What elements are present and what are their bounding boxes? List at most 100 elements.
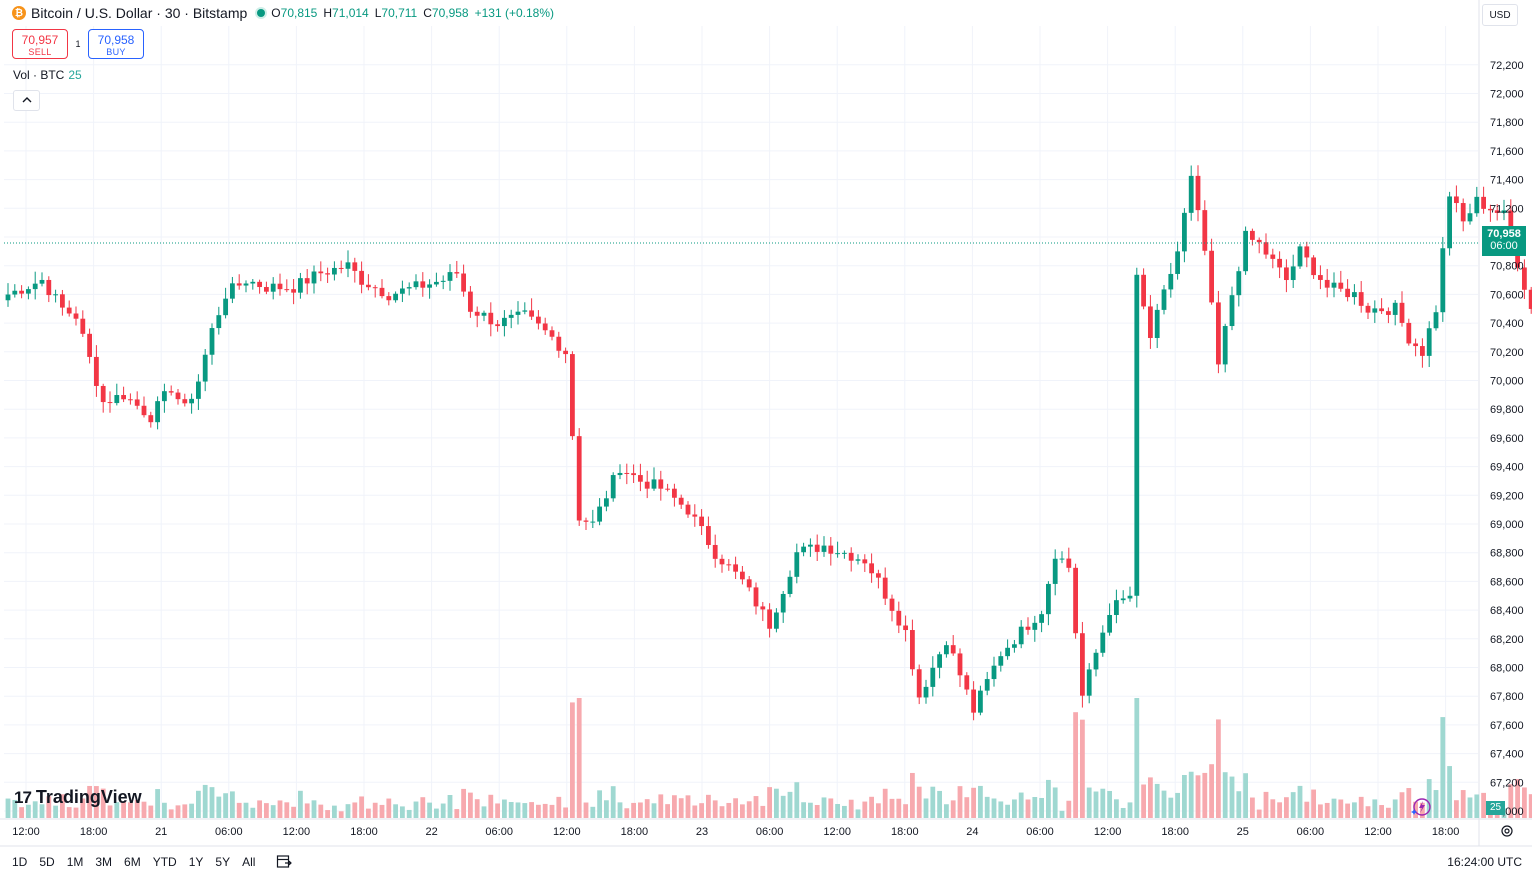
volume-bar xyxy=(808,802,813,818)
volume-bar xyxy=(821,797,827,818)
price-tick-label: 69,800 xyxy=(1490,404,1524,416)
volume-bar xyxy=(114,802,120,818)
candle-body xyxy=(1447,196,1452,249)
symbol-title[interactable]: Bitcoin / U.S. Dollar · 30 · Bitstamp xyxy=(31,5,248,21)
range-6m[interactable]: 6M xyxy=(124,855,141,869)
candle-body xyxy=(896,610,902,626)
candle-body xyxy=(1066,558,1072,568)
volume-bar xyxy=(957,786,963,818)
time-tick-label: 18:00 xyxy=(621,826,649,838)
utc-clock[interactable]: 16:24:00 UTC xyxy=(1447,855,1522,869)
candle-body xyxy=(651,479,657,489)
candle-body xyxy=(984,679,990,691)
range-1y[interactable]: 1Y xyxy=(188,855,204,869)
volume-bar xyxy=(604,800,609,818)
candle-body xyxy=(325,273,330,275)
price-tick-label: 70,600 xyxy=(1490,289,1524,301)
range-1d[interactable]: 1D xyxy=(12,855,28,869)
volume-bar xyxy=(726,802,732,818)
range-all[interactable]: All xyxy=(242,855,256,869)
volume-bar xyxy=(461,788,466,818)
volume-bar xyxy=(1440,717,1446,818)
candle-body xyxy=(1426,328,1432,356)
volume-bar xyxy=(1290,792,1296,818)
collapse-legend-button[interactable] xyxy=(13,90,40,111)
volume-bar xyxy=(842,805,847,818)
time-tick-label: 24 xyxy=(966,826,978,838)
candle-body xyxy=(1324,279,1330,288)
volume-bar xyxy=(1345,803,1350,818)
volume-bar xyxy=(699,803,704,818)
volume-bar xyxy=(719,806,725,818)
candle-body xyxy=(780,593,786,613)
candle-body xyxy=(304,278,310,284)
buy-button[interactable]: 70,958 BUY xyxy=(88,29,144,59)
candle-body xyxy=(270,283,276,292)
currency-selector[interactable]: USD xyxy=(1482,4,1518,26)
tradingview-logo[interactable]: 17 TradingView xyxy=(14,787,142,808)
volume-bar xyxy=(1481,792,1486,818)
candle-body xyxy=(488,312,494,325)
candle-body xyxy=(991,665,997,680)
candle-body xyxy=(916,669,922,698)
volume-bar xyxy=(53,805,58,818)
volume-bar xyxy=(1460,790,1466,818)
range-5y[interactable]: 5Y xyxy=(215,855,231,869)
candle-body xyxy=(1141,274,1146,307)
volume-bar xyxy=(1073,712,1078,818)
candle-body xyxy=(576,436,582,521)
volume-bar xyxy=(910,772,915,818)
volume-legend-label: Vol · BTC xyxy=(13,68,65,82)
volume-bar xyxy=(767,787,772,818)
volume-bar xyxy=(1515,778,1520,818)
time-tick-label: 06:00 xyxy=(756,826,784,838)
volume-bar xyxy=(1134,698,1140,818)
range-1m[interactable]: 1M xyxy=(66,855,84,869)
sparkle-icon[interactable] xyxy=(1411,797,1431,817)
candle-body xyxy=(1379,308,1384,312)
volume-bar xyxy=(66,807,72,818)
candle-body xyxy=(746,579,752,588)
volume-bar xyxy=(182,804,188,818)
candle-body xyxy=(672,488,677,498)
candle-body xyxy=(957,653,963,676)
candle-body xyxy=(243,283,249,286)
gear-icon[interactable] xyxy=(1500,824,1514,838)
volume-bar xyxy=(434,808,439,818)
candle-body xyxy=(230,283,235,299)
range-5d[interactable]: 5D xyxy=(39,855,55,869)
price-tick-label: 71,200 xyxy=(1490,203,1524,215)
volume-bar xyxy=(1284,797,1289,818)
time-tick-label: 06:00 xyxy=(1297,826,1325,838)
candle-body xyxy=(236,283,242,286)
candle-body xyxy=(1297,246,1303,267)
time-tick-label: 25 xyxy=(1237,826,1249,838)
market-status-icon[interactable] xyxy=(257,9,266,17)
candle-body xyxy=(1386,311,1391,315)
time-tick-label: 18:00 xyxy=(1432,826,1460,838)
volume-bar xyxy=(651,803,657,818)
volume-bar xyxy=(352,802,358,818)
price-tick-label: 68,600 xyxy=(1490,576,1524,588)
volume-legend[interactable]: Vol · BTC 25 xyxy=(13,68,82,82)
volume-bar xyxy=(991,798,997,818)
candle-body xyxy=(264,287,269,292)
candle-body xyxy=(1358,292,1364,306)
candle-body xyxy=(740,571,745,580)
candle-body xyxy=(563,350,568,355)
candle-body xyxy=(876,573,881,578)
volume-bar xyxy=(814,804,820,818)
volume-bar xyxy=(855,809,861,818)
candle-body xyxy=(1161,289,1167,310)
volume-bar xyxy=(583,802,589,818)
candle-body xyxy=(570,354,575,437)
candle-body xyxy=(495,324,500,327)
range-3m[interactable]: 3M xyxy=(95,855,113,869)
calendar-goto-icon[interactable] xyxy=(276,853,292,869)
candle-body xyxy=(168,391,174,393)
sell-button[interactable]: 70,957 SELL xyxy=(12,29,68,59)
price-tick-label: 72,000 xyxy=(1490,89,1524,101)
range-ytd[interactable]: YTD xyxy=(152,855,177,869)
candle-body xyxy=(821,545,827,552)
